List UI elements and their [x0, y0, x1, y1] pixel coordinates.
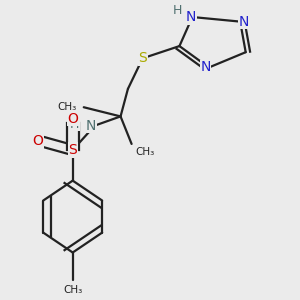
Text: S: S: [138, 51, 147, 65]
Text: O: O: [32, 134, 43, 148]
Text: CH₃: CH₃: [63, 285, 82, 295]
Text: N: N: [238, 15, 249, 28]
Text: N: N: [186, 10, 196, 24]
Text: CH₃: CH₃: [57, 102, 76, 112]
Text: CH₃: CH₃: [135, 147, 154, 157]
Text: O: O: [67, 112, 78, 126]
Text: N: N: [86, 118, 96, 133]
Text: S: S: [68, 143, 77, 157]
Text: N: N: [200, 61, 211, 74]
Text: H: H: [70, 118, 79, 130]
Text: H: H: [173, 4, 182, 17]
